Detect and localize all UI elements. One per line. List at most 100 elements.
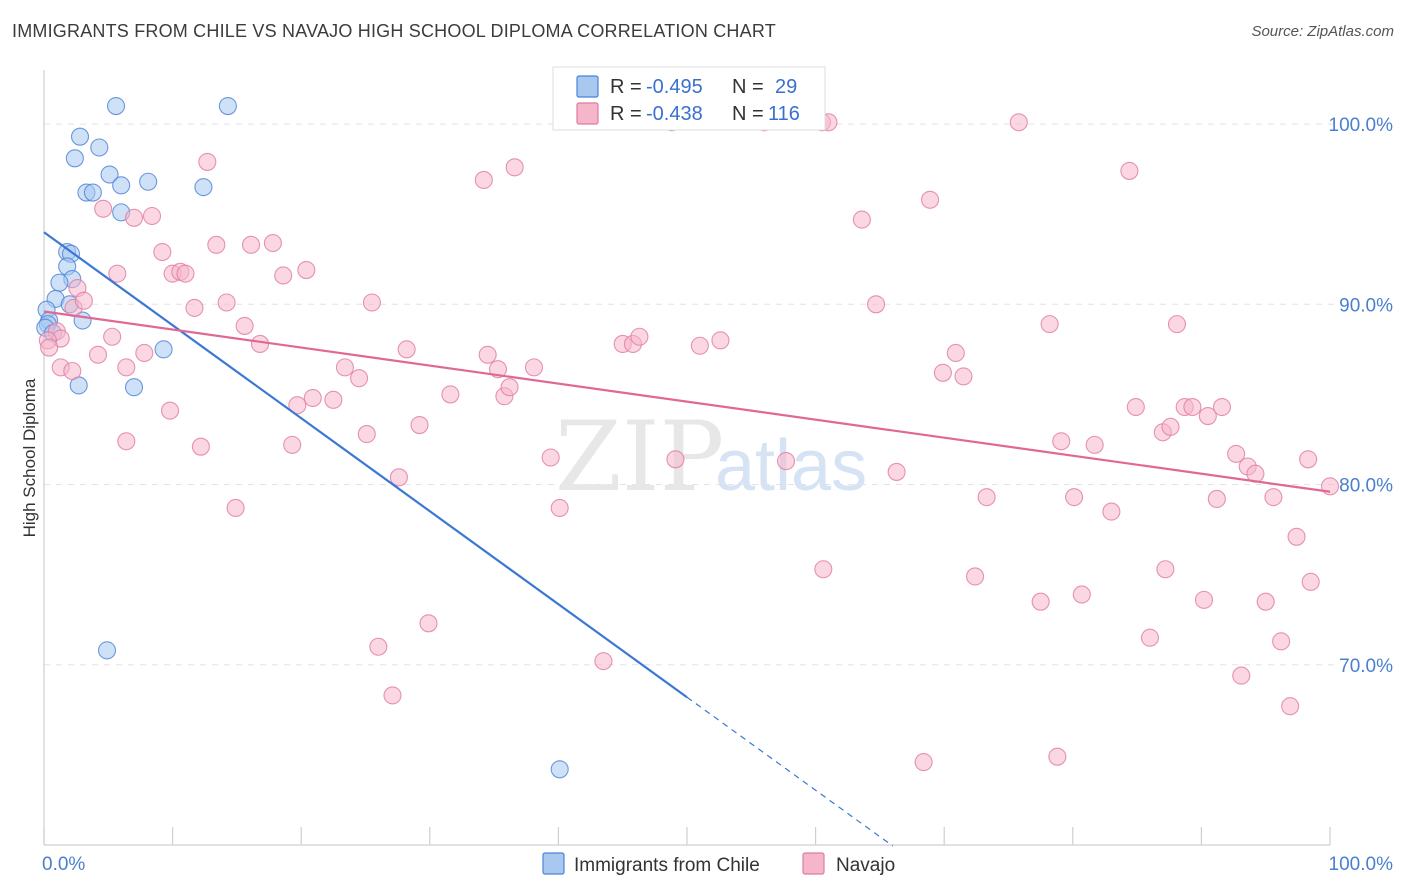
navajo-point-76: [914, 753, 933, 772]
navajo-point-40: [297, 261, 316, 280]
navajo-point-13: [88, 345, 108, 364]
legend-n-label-chile: N =: [732, 76, 764, 98]
navajo-point-18: [117, 432, 136, 451]
navajo-point-15: [103, 327, 122, 346]
navajo-point-35: [250, 334, 270, 354]
trend-line-chile-extension: [686, 696, 894, 847]
legend-r-label-navajo: R =: [610, 103, 642, 125]
x-tick-label-1: 100.0%: [1329, 854, 1394, 875]
navajo-point-78: [933, 363, 952, 382]
navajo-point-19: [124, 208, 144, 227]
chile-point-28: [97, 641, 117, 660]
chile-point-10: [83, 183, 102, 202]
chile-point-0: [106, 96, 126, 116]
chile-point-27: [124, 378, 144, 397]
navajo-point-82: [977, 488, 996, 507]
chile-point-3: [90, 138, 109, 157]
navajo-point-44: [350, 369, 369, 388]
data-points: [36, 96, 1340, 779]
navajo-point-17: [117, 358, 136, 377]
navajo-point-81: [966, 567, 985, 586]
navajo-point-73: [852, 210, 871, 229]
watermark-zip: ZIP: [555, 401, 724, 513]
legend-r-value-chile: -0.495: [646, 76, 703, 98]
navajo-point-114: [1301, 572, 1320, 591]
navajo-point-54: [474, 170, 493, 189]
chile-point-5: [100, 165, 119, 184]
navajo-point-105: [1232, 666, 1251, 685]
chile-point-1: [218, 96, 237, 116]
navajo-point-100: [1194, 590, 1214, 609]
navajo-point-92: [1126, 397, 1145, 417]
chile-point-4: [65, 149, 84, 168]
chile-point-2: [70, 127, 90, 146]
chile-point-16: [50, 273, 69, 292]
navajo-point-70: [711, 331, 730, 350]
legend-n-value-navajo: 116: [768, 103, 800, 125]
chart-title: IMMIGRANTS FROM CHILE VS NAVAJO HIGH SCH…: [12, 21, 776, 41]
trend-line-chile: [43, 231, 688, 699]
navajo-point-48: [383, 686, 402, 705]
navajo-point-108: [1256, 592, 1275, 611]
y-tick-label-2: 90.0%: [1339, 295, 1393, 316]
bottom-legend-label-chile: Immigrants from Chile: [574, 855, 760, 876]
navajo-point-37: [274, 266, 293, 285]
navajo-point-101: [1198, 406, 1217, 426]
navajo-point-51: [410, 416, 429, 435]
navajo-point-95: [1156, 560, 1175, 579]
navajo-point-58: [500, 378, 519, 397]
navajo-point-21: [142, 206, 162, 226]
navajo-point-85: [1048, 747, 1067, 766]
navajo-point-43: [335, 358, 354, 377]
navajo-point-31: [217, 293, 236, 312]
navajo-point-39: [288, 396, 307, 415]
navajo-point-29: [198, 152, 217, 171]
navajo-point-14: [94, 199, 113, 218]
x-tick-label-0: 0.0%: [42, 854, 85, 875]
navajo-point-99: [1183, 397, 1202, 417]
navajo-point-3: [1009, 113, 1028, 132]
chile-point-29: [550, 760, 569, 779]
navajo-point-79: [946, 343, 965, 363]
navajo-point-23: [160, 401, 180, 420]
navajo-point-22: [153, 242, 172, 262]
navajo-point-30: [207, 235, 226, 254]
navajo-point-72: [814, 560, 833, 579]
navajo-point-26: [176, 264, 195, 283]
navajo-point-75: [887, 462, 906, 481]
navajo-point-53: [441, 385, 460, 404]
navajo-point-83: [1031, 592, 1050, 611]
chile-point-7: [139, 172, 158, 191]
navajo-point-42: [324, 390, 343, 409]
legend-r-value-navajo: -0.438: [646, 103, 703, 125]
navajo-point-87: [1065, 488, 1084, 507]
trend-line-navajo: [43, 310, 1331, 493]
navajo-point-60: [524, 358, 544, 377]
navajo-point-49: [389, 468, 408, 487]
legend-r-label-chile: R =: [610, 76, 642, 98]
navajo-point-96: [1161, 417, 1180, 436]
source-label: Source: ZipAtlas.com: [1251, 23, 1394, 40]
navajo-point-45: [357, 425, 376, 444]
navajo-point-66: [630, 327, 649, 346]
navajo-point-93: [1140, 628, 1160, 647]
navajo-point-103: [1212, 397, 1232, 417]
navajo-point-16: [108, 264, 127, 283]
chile-point-25: [154, 340, 173, 359]
gridlines: [44, 123, 1340, 666]
legend-swatch-navajo: [576, 102, 599, 125]
navajo-point-80: [954, 367, 973, 386]
navajo-point-41: [303, 388, 322, 408]
navajo-point-33: [235, 316, 254, 335]
navajo-point-47: [369, 637, 388, 656]
bottom-legend: Immigrants from Chile Navajo: [542, 852, 895, 876]
navajo-point-109: [1264, 488, 1283, 507]
navajo-point-46: [362, 293, 381, 312]
chile-point-8: [194, 178, 213, 197]
navajo-point-69: [690, 336, 709, 355]
navajo-point-91: [1120, 161, 1139, 180]
navajo-point-20: [135, 343, 154, 363]
navajo-point-63: [594, 652, 613, 671]
trend-lines: [43, 231, 1331, 847]
navajo-point-9: [63, 361, 82, 381]
